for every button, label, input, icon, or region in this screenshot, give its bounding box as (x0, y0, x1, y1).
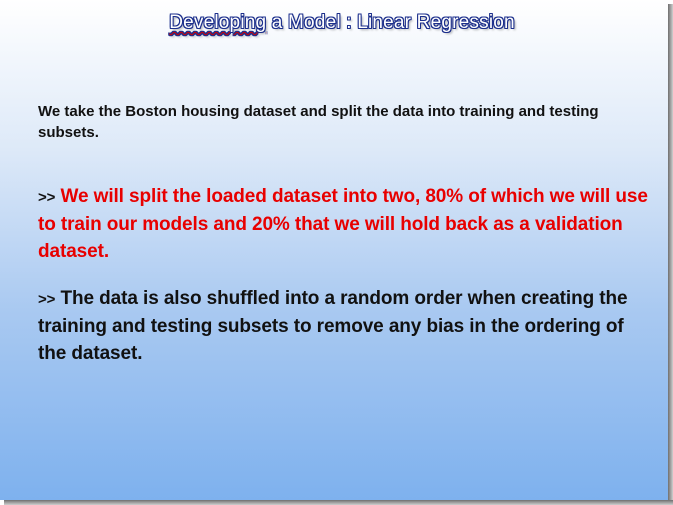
slide-shadow-right (668, 4, 673, 505)
bullet-marker: >> (38, 291, 56, 308)
title-rest: a Model : Linear Regression (266, 12, 515, 33)
slide-title: Developing a Model : Linear Regression (0, 12, 673, 34)
bullet-text: We will split the loaded dataset into tw… (38, 186, 648, 262)
bullet-shuffle-data: >> The data is also shuffled into a rand… (38, 285, 648, 367)
slide-shadow-bottom (4, 500, 673, 505)
bullet-marker: >> (38, 189, 56, 206)
bullet-split-dataset: >> We will split the loaded dataset into… (38, 183, 648, 265)
intro-text: We take the Boston housing dataset and s… (38, 103, 599, 141)
title-spellcheck-word: Developing (169, 12, 267, 33)
bullet-text: The data is also shuffled into a random … (38, 288, 628, 364)
